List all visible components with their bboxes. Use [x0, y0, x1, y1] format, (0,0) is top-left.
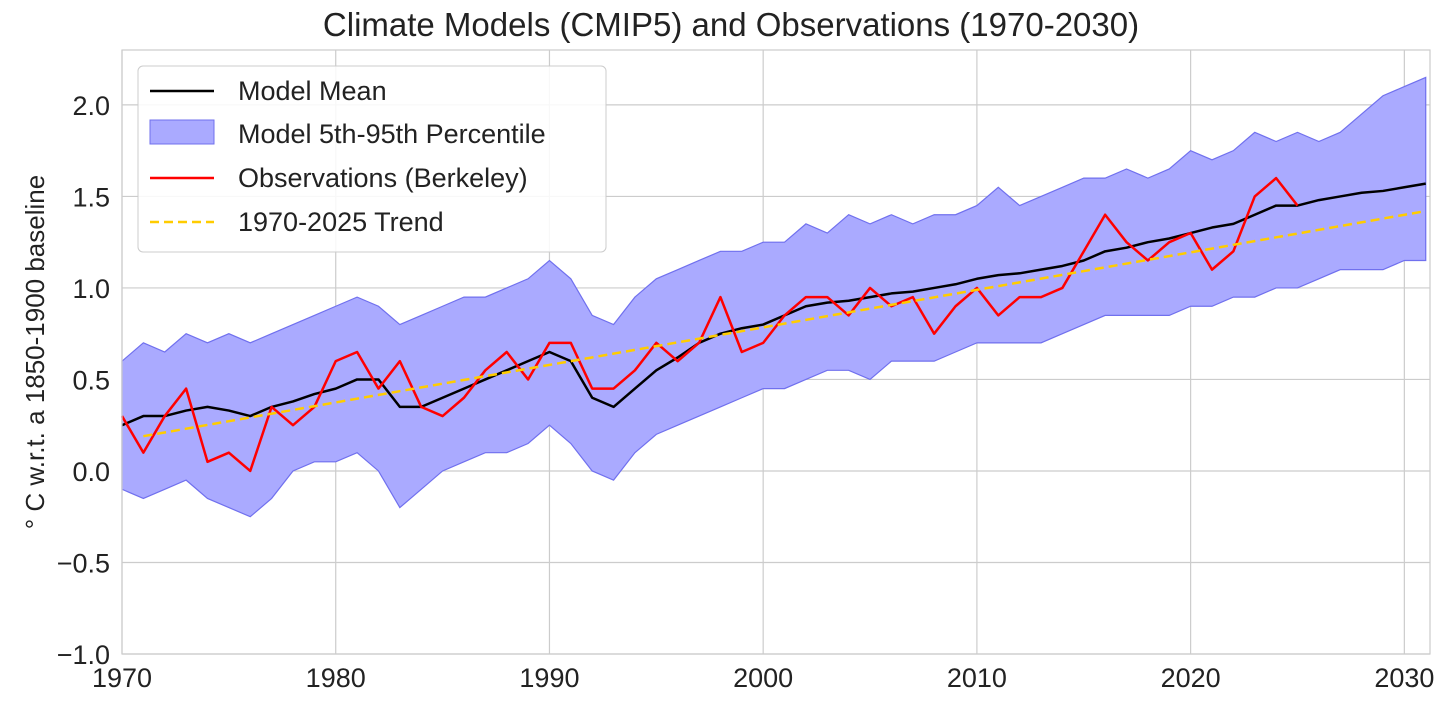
x-tick-label: 1970 [92, 663, 152, 693]
x-tick-label: 1990 [519, 663, 579, 693]
observations-line [120, 176, 1299, 473]
model-percentile-band [121, 76, 1427, 518]
legend-label-percentile: Model 5th-95th Percentile [238, 119, 546, 149]
y-tick-label: −1.0 [57, 640, 110, 670]
plot-area [120, 76, 1427, 518]
legend-label-model-mean: Model Mean [238, 76, 387, 106]
y-tick-label: 2.0 [72, 91, 110, 121]
legend: Model Mean Model 5th-95th Percentile Obs… [137, 65, 607, 253]
trend-line [143, 209, 1426, 438]
y-tick-label: 1.0 [72, 274, 110, 304]
x-tick-labels: 1970 1980 1990 2000 2010 2020 2030 [92, 663, 1434, 693]
legend-label-observations: Observations (Berkeley) [238, 163, 528, 193]
x-tick-label: 2000 [733, 663, 793, 693]
x-tick-label: 2030 [1374, 663, 1434, 693]
legend-frame [137, 65, 607, 253]
y-axis-label: ° C w.r.t. a 1850-1900 baseline [20, 175, 50, 529]
y-tick-labels: −1.0 −0.5 0.0 0.5 1.0 1.5 2.0 [57, 91, 110, 670]
y-tick-label: 1.5 [72, 182, 110, 212]
legend-swatch-percentile [149, 119, 215, 145]
legend-label-trend: 1970-2025 Trend [238, 207, 444, 237]
x-tick-label: 2010 [947, 663, 1007, 693]
x-tick-label: 1980 [306, 663, 366, 693]
y-tick-label: −0.5 [57, 548, 110, 578]
chart-title: Climate Models (CMIP5) and Observations … [323, 6, 1139, 43]
x-tick-label: 2020 [1161, 663, 1221, 693]
plot-frame [121, 49, 1431, 655]
y-tick-label: 0.0 [72, 457, 110, 487]
model-mean-line [121, 182, 1426, 427]
y-tick-label: 0.5 [72, 365, 110, 395]
